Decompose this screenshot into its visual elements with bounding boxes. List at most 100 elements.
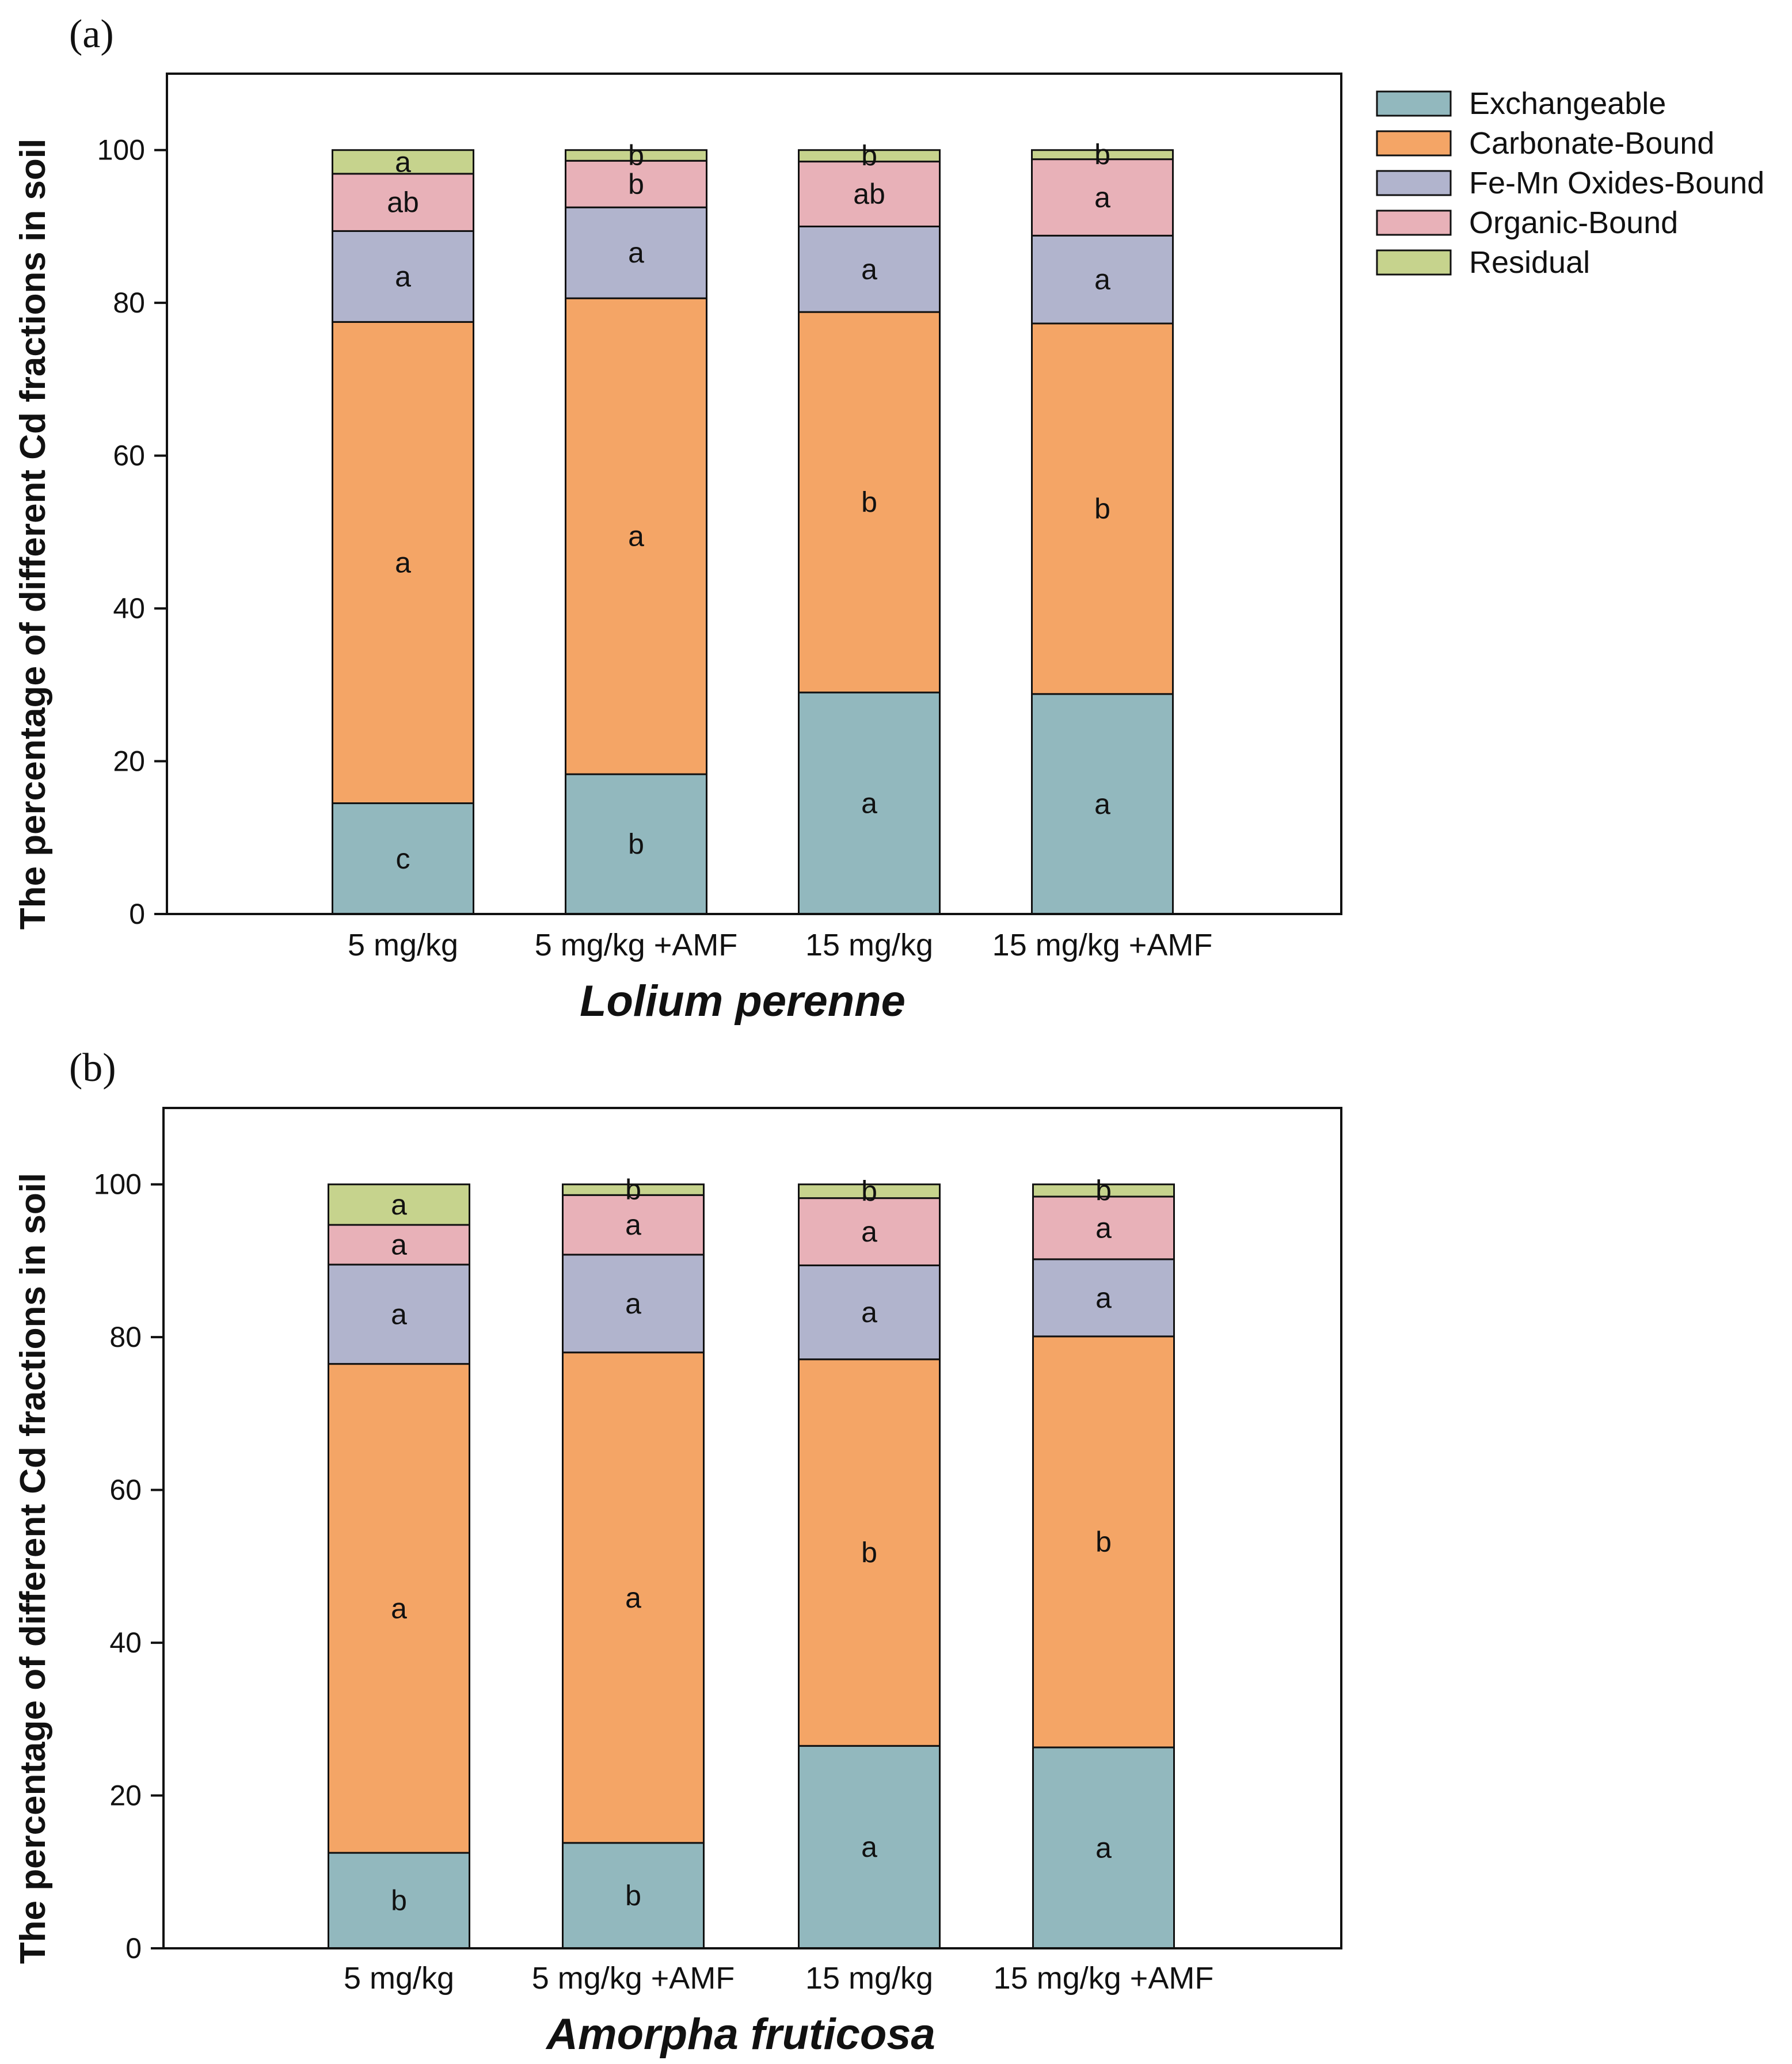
legend-swatch bbox=[1376, 90, 1452, 117]
significance-letter: a bbox=[1094, 181, 1110, 214]
x-category-label: 5 mg/kg +AMF bbox=[532, 1961, 735, 1996]
significance-letter: a bbox=[625, 1288, 641, 1320]
significance-letter: b bbox=[628, 139, 644, 172]
significance-letter: b bbox=[628, 828, 644, 860]
x-category-label: 5 mg/kg bbox=[348, 928, 458, 962]
bar-segment-carbonate-bound bbox=[798, 1358, 941, 1747]
legend-swatch bbox=[1376, 210, 1452, 236]
bar-segment-residual bbox=[798, 149, 941, 163]
y-tick-label: 40 bbox=[113, 592, 145, 624]
panel-label: (a) bbox=[69, 12, 114, 56]
bar-segment-exchangeable bbox=[1031, 693, 1174, 915]
significance-letter: a bbox=[625, 1209, 641, 1241]
bar-segment-residual bbox=[1031, 149, 1174, 161]
legend-swatch bbox=[1376, 249, 1452, 276]
x-category-label: 15 mg/kg bbox=[805, 928, 933, 962]
y-axis-label: The percentage of different Cd fractions… bbox=[13, 139, 53, 930]
x-axis-label: Lolium perenne bbox=[580, 977, 905, 1026]
x-category-label: 15 mg/kg bbox=[805, 1961, 933, 1996]
bar-segment-fe-mn-oxides-bound bbox=[562, 1254, 705, 1354]
significance-letter: a bbox=[395, 260, 411, 292]
significance-letter: b bbox=[1095, 1526, 1112, 1558]
y-tick-label: 20 bbox=[113, 745, 145, 778]
y-tick-label: 100 bbox=[94, 1168, 142, 1201]
bar-segment-fe-mn-oxides-bound bbox=[798, 1264, 941, 1361]
legend-entry: Organic-Bound bbox=[1469, 205, 1678, 240]
significance-letter: a bbox=[861, 1831, 877, 1863]
legend-entry: Residual bbox=[1469, 245, 1590, 280]
bar-segment-fe-mn-oxides-bound bbox=[332, 230, 474, 323]
significance-letter: b bbox=[1094, 493, 1110, 525]
bar-segment-fe-mn-oxides-bound bbox=[798, 225, 941, 313]
bar-segment-carbonate-bound bbox=[565, 297, 707, 775]
significance-letter: ab bbox=[387, 186, 419, 219]
significance-letter: a bbox=[1095, 1282, 1112, 1314]
bar-segment-organic-bound bbox=[1031, 158, 1174, 237]
x-category-label: 5 mg/kg bbox=[344, 1961, 454, 1996]
significance-letter: a bbox=[391, 1592, 407, 1624]
bar-segment-exchangeable bbox=[1032, 1746, 1175, 1949]
significance-letter: a bbox=[628, 237, 644, 269]
significance-letter: a bbox=[395, 146, 411, 178]
significance-letter: a bbox=[861, 253, 877, 285]
x-category-label: 5 mg/kg +AMF bbox=[535, 928, 738, 962]
significance-letter: a bbox=[1094, 788, 1110, 820]
bar-segment-organic-bound bbox=[1032, 1195, 1175, 1261]
bar-segment-residual bbox=[565, 149, 707, 162]
y-tick-label: 80 bbox=[109, 1321, 142, 1353]
significance-letter: b bbox=[861, 486, 877, 519]
panel-label: (b) bbox=[69, 1046, 116, 1090]
x-category-label: 15 mg/kg +AMF bbox=[992, 928, 1213, 962]
y-axis-label: The percentage of different Cd fractions… bbox=[13, 1173, 53, 1964]
plot-frame bbox=[162, 1107, 1342, 1949]
bar-segment-exchangeable bbox=[562, 1842, 705, 1949]
significance-letter: b bbox=[625, 1879, 641, 1911]
bar-segment-carbonate-bound bbox=[332, 321, 474, 805]
significance-letter: b bbox=[861, 1175, 877, 1208]
bar-segment-organic-bound bbox=[562, 1194, 705, 1256]
significance-letter: a bbox=[861, 1296, 877, 1328]
y-tick-label: 20 bbox=[109, 1780, 142, 1812]
significance-letter: b bbox=[861, 1536, 877, 1568]
significance-letter: a bbox=[395, 546, 411, 578]
bar-segment-carbonate-bound bbox=[562, 1351, 705, 1844]
bar-segment-carbonate-bound bbox=[328, 1363, 470, 1854]
bar-segment-residual bbox=[562, 1183, 705, 1196]
bar-segment-carbonate-bound bbox=[1032, 1335, 1175, 1749]
significance-letter: a bbox=[628, 520, 644, 553]
significance-letter: b bbox=[628, 168, 644, 200]
bar-segment-fe-mn-oxides-bound bbox=[565, 206, 707, 299]
legend: Exchangeable Carbonate-Bound Fe-Mn Oxides-… bbox=[1376, 86, 1764, 280]
bar-segment-fe-mn-oxides-bound bbox=[328, 1263, 470, 1365]
y-tick-label: 60 bbox=[109, 1474, 142, 1506]
y-tick-label: 0 bbox=[125, 1932, 142, 1964]
legend-entry: Exchangeable bbox=[1469, 86, 1666, 121]
significance-letter: a bbox=[391, 1189, 407, 1221]
bar-segment-residual bbox=[328, 1183, 470, 1226]
y-tick-label: 60 bbox=[113, 440, 145, 472]
significance-letter: b bbox=[861, 140, 877, 172]
legend-entry: Carbonate-Bound bbox=[1469, 126, 1714, 161]
significance-letter: a bbox=[861, 787, 877, 820]
significance-letter: a bbox=[1095, 1212, 1112, 1244]
bar-segment-fe-mn-oxides-bound bbox=[1031, 234, 1174, 325]
significance-letter: b bbox=[1095, 1174, 1112, 1206]
y-tick-label: 0 bbox=[129, 898, 145, 930]
bar-segment-residual bbox=[798, 1183, 941, 1199]
bar-segment-organic-bound bbox=[798, 1197, 941, 1266]
legend-entry: Fe-Mn Oxides-Bound bbox=[1469, 166, 1764, 200]
significance-letter: ab bbox=[853, 178, 885, 210]
y-tick-label: 40 bbox=[109, 1627, 142, 1659]
significance-letter: a bbox=[861, 1216, 877, 1248]
significance-letter: b bbox=[1094, 139, 1110, 171]
bar-segment-exchangeable bbox=[328, 1852, 470, 1949]
bar-segment-residual bbox=[332, 149, 474, 175]
legend-swatch bbox=[1376, 130, 1452, 157]
x-category-label: 15 mg/kg +AMF bbox=[994, 1961, 1214, 1996]
significance-letter: a bbox=[1094, 264, 1110, 296]
bar-segment-carbonate-bound bbox=[1031, 322, 1174, 695]
significance-letter: c bbox=[396, 843, 410, 875]
legend-swatch bbox=[1376, 170, 1452, 196]
